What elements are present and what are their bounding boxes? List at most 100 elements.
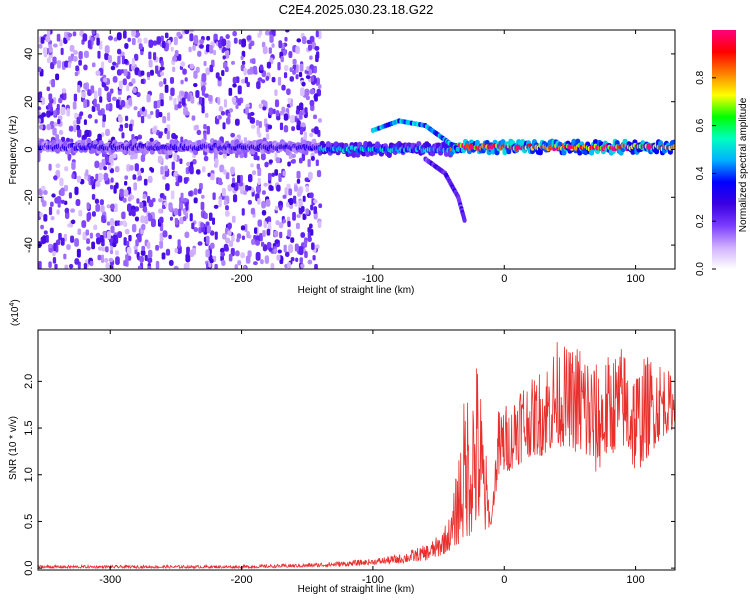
- spectrogram-cell: [318, 84, 322, 89]
- spectrogram-cell: [144, 215, 149, 225]
- spectrogram-cell: [41, 112, 47, 118]
- spectrogram-cell: [300, 87, 305, 97]
- spectrogram-cell: [191, 222, 195, 230]
- spectrogram-cell: [171, 161, 175, 171]
- spectrogram-cell: [297, 120, 301, 126]
- spectrogram-cell: [239, 174, 243, 183]
- spectrogram-cell: [268, 107, 274, 116]
- spectrogram-cell: [168, 259, 174, 266]
- spectrogram-cell: [307, 159, 311, 168]
- spectrogram-cell: [230, 132, 236, 138]
- spectrogram-cell: [309, 99, 315, 107]
- snr-x-axis: -300 -200 -100 0 100: [99, 330, 645, 586]
- spectrogram-cell: [67, 61, 72, 68]
- spectrogram-cell: [208, 94, 213, 102]
- snr-y-tick-label: 1.0: [23, 467, 35, 482]
- spectrogram-cell: [97, 246, 103, 251]
- spectrogram-cell: [223, 243, 229, 252]
- spectrogram-cell: [289, 76, 294, 82]
- spectrogram-cell: [218, 39, 223, 49]
- spectrogram-cell: [318, 203, 323, 209]
- spectrogram-cell: [60, 47, 64, 56]
- spectrogram-cell: [55, 163, 61, 169]
- snr-y-tick-label: 0.0: [23, 560, 35, 575]
- spectrogram-cell: [301, 122, 306, 128]
- spectrogram-cell: [169, 95, 173, 101]
- spectrogram-cell: [51, 193, 56, 198]
- spectrogram-x-tick-label: -200: [231, 273, 253, 285]
- spectrogram-cell: [47, 102, 53, 110]
- spectrogram-cell: [228, 253, 233, 262]
- spectrogram-cell: [47, 243, 53, 248]
- spectrogram-cell: [56, 33, 61, 42]
- spectrogram-cell: [218, 115, 222, 120]
- spectrogram-cell: [223, 169, 227, 175]
- spectrogram-cell: [109, 168, 115, 174]
- spectrogram-cell: [113, 37, 118, 42]
- spectrogram-cell: [159, 66, 165, 71]
- spectrogram-cell: [117, 231, 123, 239]
- spectrogram-cell: [262, 230, 266, 238]
- spectrogram-cell: [74, 238, 79, 247]
- spectrogram-cell: [278, 173, 282, 183]
- spectrogram-cell: [72, 101, 77, 110]
- spectrogram-cell: [131, 208, 136, 217]
- spectrogram-cell: [64, 60, 69, 68]
- spectrogram-cell: [135, 239, 139, 247]
- spectrogram-cell: [113, 234, 117, 244]
- snr-panel: -300 -200 -100 0 100 0.0 0.5 1.0 1.5 2.0 Height …: [8, 299, 676, 595]
- spectrogram-cell: [131, 64, 135, 71]
- spectrogram-cell: [91, 62, 96, 68]
- spectrogram-cell: [150, 218, 156, 228]
- spectrogram-cell: [281, 84, 286, 91]
- spectrogram-cell: [224, 66, 229, 73]
- spectrogram-cell: [147, 212, 152, 219]
- spectrogram-cell: [38, 241, 42, 249]
- spectrogram-cell: [314, 45, 320, 51]
- spectrogram-cell: [199, 39, 205, 45]
- spectrogram-cell: [227, 112, 231, 118]
- spectrogram-cell: [288, 50, 293, 59]
- spectrogram-cell: [287, 261, 291, 269]
- spectrogram-cell: [173, 265, 179, 269]
- spectrogram-cell: [140, 51, 144, 56]
- spectrogram-cell: [101, 158, 106, 167]
- snr-multiplier-exp: 4: [9, 303, 16, 307]
- spectrogram-cell: [311, 155, 315, 161]
- spectrogram-cell: [168, 234, 172, 240]
- spectrogram-cell: [173, 98, 177, 106]
- spectrogram-cell: [87, 40, 92, 49]
- spectrogram-cell: [55, 73, 60, 81]
- spectrogram-cell: [131, 58, 135, 67]
- chart-title: C2E4.2025.030.23.18.G22: [279, 2, 434, 17]
- spectrogram-cell: [98, 172, 103, 182]
- spectrogram-cell: [295, 222, 300, 230]
- spectrogram-cell: [127, 203, 132, 213]
- spectrogram-cell: [105, 128, 110, 137]
- spectrogram-cell: [311, 242, 315, 250]
- spectrogram-cell: [106, 221, 111, 226]
- spectrogram-cell: [180, 61, 185, 68]
- spectrogram-cell: [115, 256, 120, 266]
- spectrogram-cell: [77, 228, 82, 235]
- spectrogram-cell: [46, 86, 51, 92]
- spectrogram-cell: [146, 241, 151, 249]
- spectrogram-cell: [136, 198, 140, 204]
- spectrogram-cell: [192, 45, 196, 51]
- spectrogram-cell: [53, 43, 58, 48]
- spectrogram-cell: [309, 64, 314, 70]
- spectrogram-cell: [314, 93, 318, 102]
- spectrogram-cell: [247, 199, 252, 205]
- spectrogram-cell: [108, 55, 112, 63]
- spectrogram-cell: [162, 175, 166, 180]
- spectrogram-cell: [258, 103, 263, 109]
- spectrogram-cell: [210, 173, 215, 181]
- spectrogram-cell: [165, 154, 169, 160]
- spectrogram-cell: [296, 213, 301, 219]
- spectrogram-cell: [462, 217, 467, 223]
- spectrogram-cell: [193, 227, 199, 233]
- spectrogram-cell: [278, 221, 284, 229]
- spectrogram-cell: [259, 64, 264, 71]
- spectrogram-cell: [50, 201, 54, 207]
- spectrogram-cell: [284, 187, 288, 196]
